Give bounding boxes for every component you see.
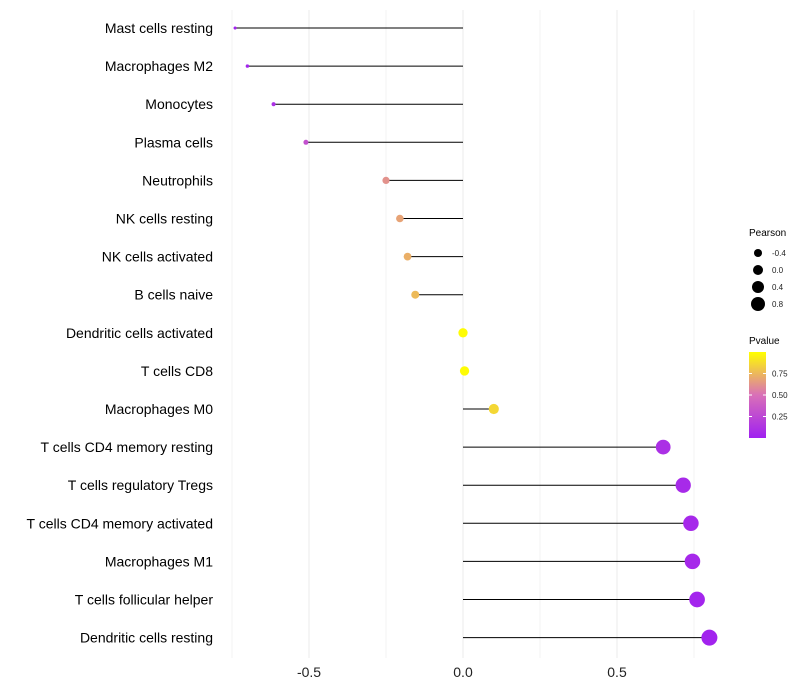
lollipop-point xyxy=(396,214,404,223)
lollipop-point xyxy=(233,26,237,30)
category-label: NK cells activated xyxy=(102,249,213,265)
size-legend-key xyxy=(752,281,764,293)
category-label: Plasma cells xyxy=(134,134,213,150)
mark-layer xyxy=(233,26,718,646)
lollipop-point xyxy=(684,553,701,570)
lollipop-point xyxy=(271,102,276,107)
category-label: Dendritic cells resting xyxy=(80,630,213,646)
x-axis: -0.5 0.0 0.5 xyxy=(297,664,627,680)
lollipop-point xyxy=(459,366,470,376)
lollipop-point xyxy=(689,591,705,608)
lollipop-point xyxy=(382,176,390,184)
size-legend-label: 0.4 xyxy=(772,283,784,292)
category-label: Neutrophils xyxy=(142,172,213,188)
category-label: T cells CD4 memory resting xyxy=(41,439,213,455)
x-tick-label: 0.5 xyxy=(607,664,627,680)
category-labels: Mast cells resting Macrophages M2 Monocyte… xyxy=(27,20,214,646)
x-tick-label: 0.0 xyxy=(453,664,473,680)
size-legend-key xyxy=(751,297,765,311)
x-tick-label: -0.5 xyxy=(297,664,321,680)
color-legend-label: 0.50 xyxy=(772,391,788,400)
category-label: B cells naive xyxy=(134,287,213,303)
category-label: Monocytes xyxy=(145,96,213,112)
lollipop-point xyxy=(488,403,499,415)
lollipop-point xyxy=(683,515,699,532)
lollipop-point xyxy=(655,439,671,455)
category-label: T cells regulatory Tregs xyxy=(68,477,213,493)
color-legend-bar xyxy=(749,352,766,438)
category-label: Macrophages M1 xyxy=(105,553,213,569)
color-legend-label: 0.25 xyxy=(772,413,788,422)
lollipop-point xyxy=(403,252,412,261)
size-legend-title: Pearson xyxy=(749,228,786,239)
size-legend-key xyxy=(753,265,763,275)
pvalue-color-legend: Pvalue 0.75 0.50 0.25 xyxy=(749,336,788,438)
category-label: NK cells resting xyxy=(116,211,213,227)
category-label: Dendritic cells activated xyxy=(66,325,213,341)
lollipop-point xyxy=(701,629,718,646)
lollipop-point xyxy=(458,328,468,338)
lollipop-point xyxy=(675,477,691,493)
category-label: Macrophages M0 xyxy=(105,401,213,417)
category-label: T cells CD4 memory activated xyxy=(27,515,213,531)
size-legend-key xyxy=(754,249,762,257)
size-legend-label: -0.4 xyxy=(772,249,786,258)
category-label: T cells follicular helper xyxy=(75,592,214,608)
lollipop-point xyxy=(411,290,420,299)
category-label: Mast cells resting xyxy=(105,20,213,36)
category-label: T cells CD8 xyxy=(141,363,213,379)
pearson-size-legend: Pearson -0.4 0.0 0.4 0.8 xyxy=(749,228,786,311)
category-label: Macrophages M2 xyxy=(105,58,213,74)
color-legend-label: 0.75 xyxy=(772,370,788,379)
lollipop-point xyxy=(245,64,250,68)
size-legend-label: 0.0 xyxy=(772,266,784,275)
lollipop-point xyxy=(303,139,309,145)
color-legend-title: Pvalue xyxy=(749,336,780,347)
size-legend-label: 0.8 xyxy=(772,300,784,309)
